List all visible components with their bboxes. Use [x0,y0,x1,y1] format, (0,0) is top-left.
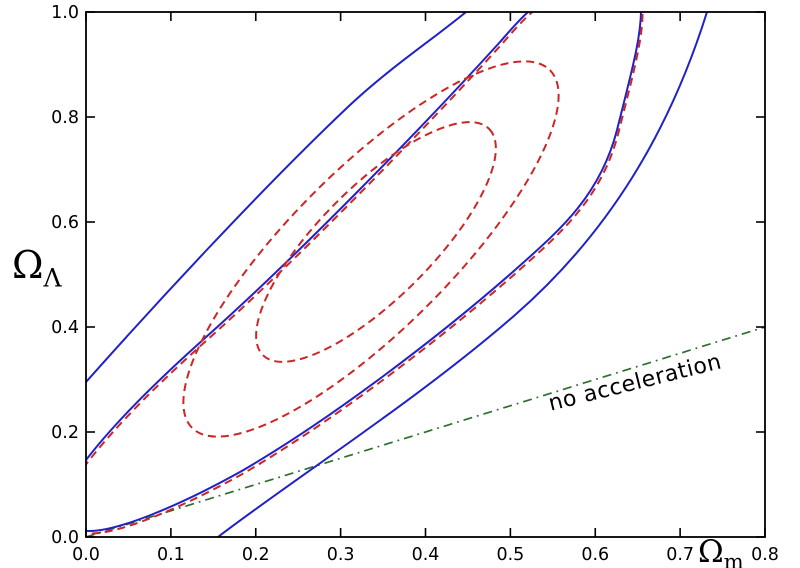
y-tick-label: 1.0 [51,3,79,23]
y-tick-label: 0.0 [51,528,79,548]
y-axis-label: ΩΛ [12,243,62,291]
x-tick-label: 0.8 [751,545,779,565]
x-tick-label: 0.3 [327,545,355,565]
red-middle-contour [182,60,560,438]
y-tick-label: 0.6 [51,213,79,233]
y-tick-label: 0.4 [51,318,79,338]
y-axis-label-base: Ω [12,243,44,287]
y-tick-label: 0.8 [51,108,79,128]
x-tick-label: 0.1 [157,545,185,565]
y-tick-label: 0.2 [51,423,79,443]
axis-tick-labels: 0.0 0.1 0.2 0.3 0.4 0.5 0.6 0.7 0.8 0.0 0.2 0.4 0.6 0… [51,3,779,565]
blue-inner-contour [86,12,643,533]
plot-border [85,11,766,538]
x-axis-label-sub: m [723,550,744,568]
red-outer-contour [86,12,644,535]
x-axis-label-base: Ω [698,534,724,568]
no-acceleration-line [86,326,765,537]
x-tick-label: 0.0 [72,545,100,565]
x-tick-label: 0.6 [581,545,609,565]
blue-outer-contour-upper-arc [86,12,467,383]
x-tick-label: 0.7 [666,545,694,565]
x-tick-label: 0.4 [412,545,440,565]
axis-ticks [85,11,766,538]
x-tick-label: 0.5 [496,545,524,565]
blue-outer-contour-lower-arc [217,12,708,537]
x-tick-label: 0.2 [242,545,270,565]
red-inner-contour [255,121,497,363]
y-axis-label-sub: Λ [43,263,62,293]
x-axis-label: Ωm [698,537,744,568]
